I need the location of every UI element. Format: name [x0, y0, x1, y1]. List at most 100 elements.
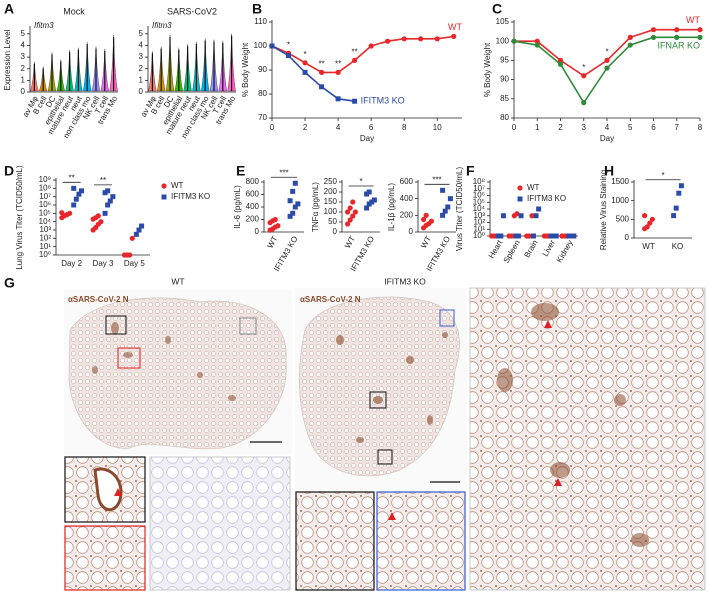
data-point — [671, 213, 677, 219]
y-tick-label: 10¹ — [473, 224, 485, 233]
panel-label: C — [492, 1, 502, 17]
data-point — [428, 218, 434, 224]
y-axis-label: % Body Weight — [483, 42, 492, 97]
stain — [373, 396, 383, 404]
y-axis-label: Virus Titer (TCID50/mL) — [455, 167, 464, 252]
x-tick-label: 4 — [336, 123, 341, 132]
data-point — [290, 188, 296, 194]
region-box — [105, 315, 127, 335]
y-tick-label: 10⁵ — [473, 197, 485, 206]
y-tick-label: 10⁶ — [473, 191, 485, 200]
y-tick-label: 10² — [39, 233, 51, 242]
data-point — [76, 191, 82, 197]
data-point — [568, 233, 574, 239]
stain — [92, 366, 98, 374]
stain — [497, 368, 513, 392]
x-tick-label: Brain — [522, 239, 539, 260]
data-point — [71, 185, 77, 191]
data-point — [129, 235, 135, 241]
y-tick-label: 4 — [21, 41, 26, 50]
stain — [614, 394, 626, 406]
data-point — [676, 190, 682, 196]
y-tick-label: 110 — [254, 17, 267, 26]
data-point — [102, 190, 108, 196]
data-point — [513, 233, 519, 239]
region-box — [369, 391, 387, 409]
data-point — [139, 223, 145, 229]
y-tick-label: 0 — [255, 227, 260, 236]
data-point — [548, 233, 554, 239]
data-point — [350, 199, 356, 205]
data-point — [286, 53, 292, 59]
data-point — [272, 216, 278, 223]
significance: * — [605, 48, 608, 57]
legend-label: IFITM3 KO — [171, 192, 210, 201]
region-box — [439, 309, 455, 327]
y-tick-label: 80 — [258, 89, 267, 98]
data-point — [302, 69, 308, 75]
arrowhead — [114, 488, 122, 496]
legend-marker — [517, 185, 523, 191]
y-tick-label: 4 — [139, 41, 144, 50]
x-tick-label: KO — [672, 242, 684, 251]
data-point — [98, 219, 104, 225]
data-point — [451, 33, 457, 40]
y-tick-label: 105 — [496, 17, 510, 26]
data-point — [302, 60, 308, 66]
y-tick-label: 1000 — [611, 196, 629, 205]
data-point — [518, 213, 524, 219]
stain — [228, 395, 236, 401]
y-tick-label: 10⁸ — [39, 183, 51, 192]
data-point — [319, 84, 325, 90]
stain — [550, 462, 570, 478]
y-axis-label: % Body Weight — [241, 42, 250, 97]
inset — [64, 525, 146, 591]
y-tick-label: 600 — [246, 190, 260, 199]
data-point — [533, 213, 539, 219]
data-point — [440, 212, 446, 218]
data-point — [71, 202, 77, 208]
stain-label: αSARS-CoV-2 N — [300, 295, 361, 304]
data-point — [536, 206, 542, 212]
y-tick-label: 5 — [21, 29, 26, 38]
panel-label: A — [4, 1, 14, 17]
legend-label: WT — [171, 181, 184, 190]
data-point — [644, 224, 650, 230]
data-point — [67, 210, 73, 216]
x-tick-label: 8 — [698, 123, 703, 132]
y-tick-label: 70 — [258, 113, 267, 122]
y-tick-label: 10² — [473, 218, 485, 227]
data-point — [290, 210, 296, 216]
x-tick-label: 4 — [605, 123, 610, 132]
y-tick-label: 150 — [324, 197, 338, 206]
y-tick-label: 2 — [139, 64, 144, 73]
y-tick-label: 50 — [328, 217, 337, 226]
y-tick-label: 0 — [409, 227, 414, 236]
region-box — [377, 449, 393, 465]
data-point — [673, 205, 679, 211]
inset — [376, 491, 466, 591]
y-tick-label: 400 — [400, 194, 414, 203]
data-point — [551, 233, 557, 239]
data-point — [511, 38, 517, 44]
data-point — [352, 98, 358, 104]
data-point — [287, 213, 293, 219]
subplot-title: SARS-CoV2 — [167, 6, 217, 16]
data-point — [604, 57, 610, 64]
series-label: WT — [686, 15, 700, 25]
inset — [149, 456, 291, 591]
significance: *** — [279, 168, 288, 177]
data-point — [368, 43, 374, 49]
data-point — [647, 220, 653, 226]
y-tick-label: 0 — [139, 87, 144, 96]
x-axis-label: Day — [360, 134, 374, 143]
y-tick-label: 10⁴ — [473, 204, 486, 213]
y-tick-label: 10⁷ — [39, 192, 51, 201]
data-point — [335, 96, 341, 102]
y-tick-label: 5 — [139, 29, 144, 38]
data-point — [581, 73, 587, 79]
significance: *** — [432, 175, 441, 184]
data-point — [292, 180, 298, 186]
y-tick-label: 10⁰ — [473, 231, 485, 240]
